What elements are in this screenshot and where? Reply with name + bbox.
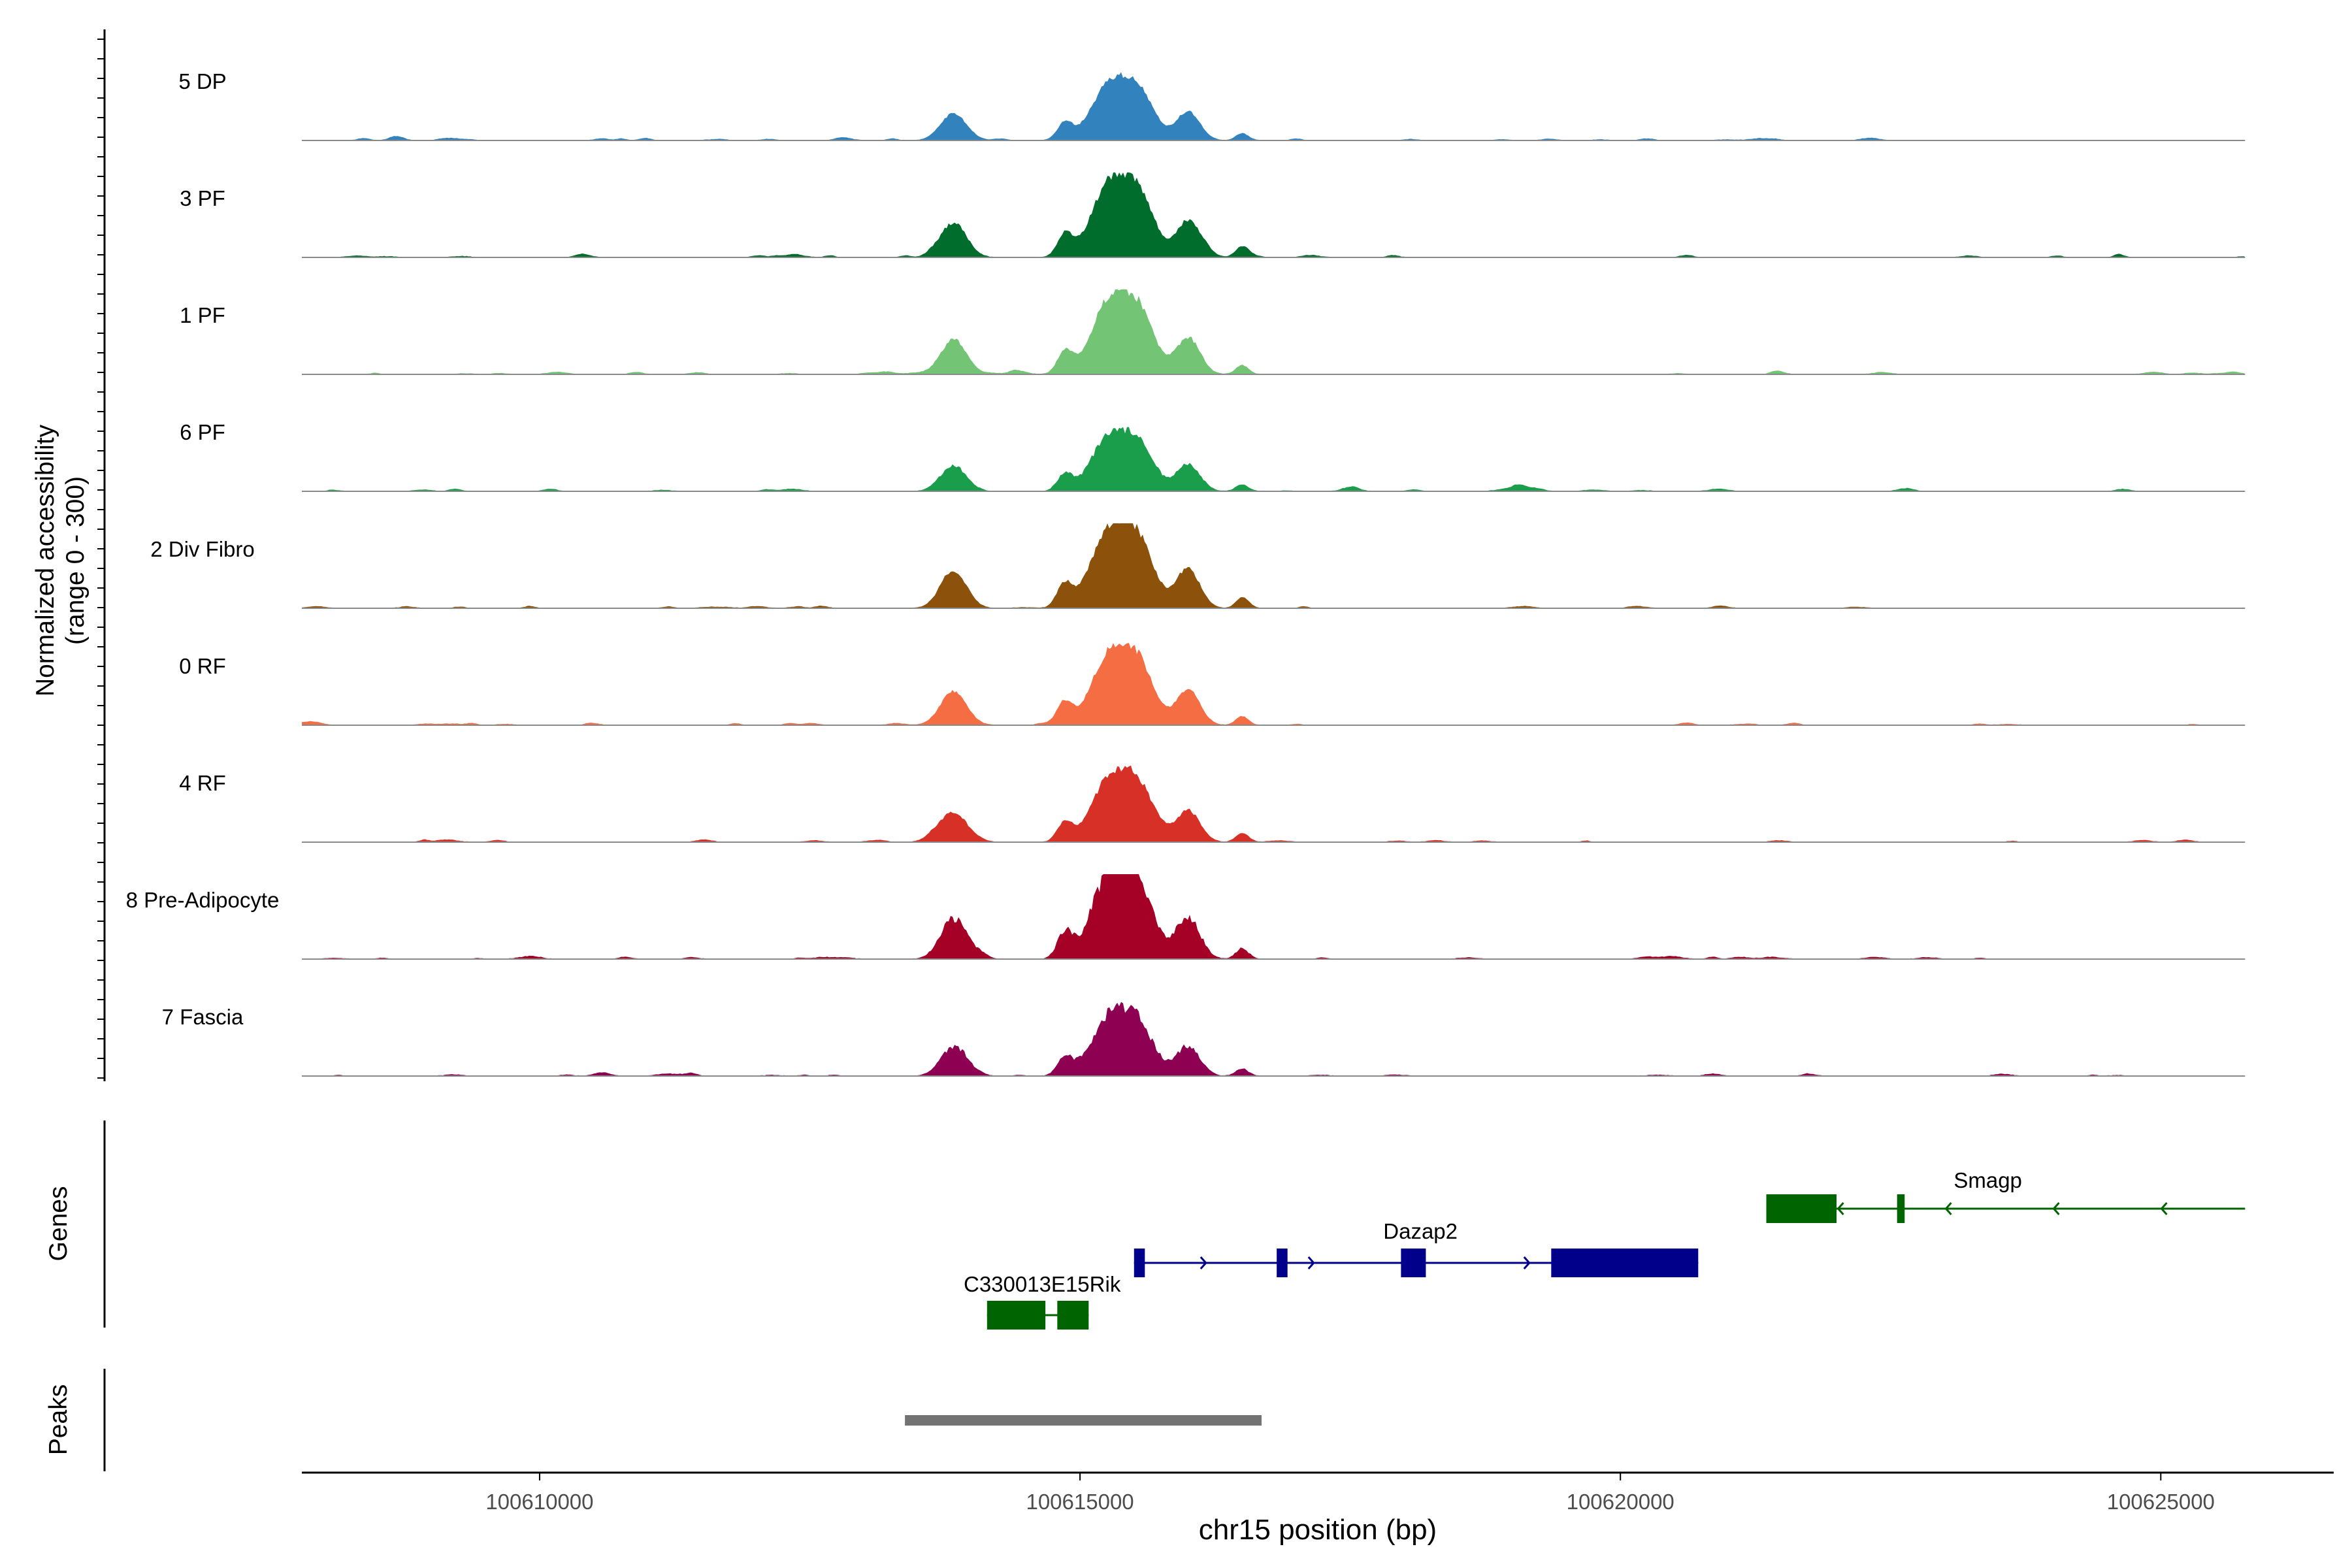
coverage-area: [302, 289, 2246, 374]
peak-region-bar: [905, 1415, 1262, 1426]
exon-block: [1134, 1249, 1145, 1277]
coverage-area: [302, 72, 2246, 140]
exon-block: [987, 1301, 1046, 1330]
track-label: 4 RF: [179, 771, 226, 795]
track-label: 3 PF: [180, 186, 225, 210]
track-label: 1 PF: [180, 303, 225, 327]
strand-arrow: [2052, 1202, 2060, 1215]
strand-arrow: [1200, 1256, 1207, 1269]
coverage-area: [302, 172, 2246, 257]
x-tick-label: 100615000: [1026, 1490, 1134, 1514]
genes-panel-label: Genes: [44, 1186, 73, 1262]
coverage-area: [302, 643, 2246, 725]
coverage-y-ticks: [97, 39, 105, 1079]
exon-block: [1551, 1249, 1699, 1277]
strand-arrow: [2160, 1202, 2168, 1215]
y-axis-range-label: (range 0 - 300): [61, 476, 90, 645]
gene-annotations: Smagp Dazap2 C330013E15Rik: [964, 1168, 2246, 1330]
coverage-tracks: 5 DP 3 PF 1 PF 6 PF 2 Div Fibro 0 RF 4 RF 8 Pre…: [126, 69, 2246, 1077]
exon-block: [1401, 1249, 1426, 1277]
x-tick-label: 100620000: [1567, 1490, 1674, 1514]
exon-block: [1766, 1194, 1837, 1223]
gene-label: Dazap2: [1383, 1219, 1458, 1243]
strand-arrow: [1944, 1202, 1952, 1215]
track-label: 7 Fascia: [162, 1005, 244, 1029]
gene-label: C330013E15Rik: [964, 1272, 1121, 1296]
track-label: 6 PF: [180, 420, 225, 444]
x-axis-label: chr15 position (bp): [1199, 1514, 1437, 1546]
y-axis-label: Normalized accessibility: [31, 424, 59, 696]
peak-regions: [905, 1415, 1262, 1426]
x-tick-label: 100625000: [2107, 1490, 2215, 1514]
x-tick-label: 100610000: [485, 1490, 593, 1514]
exon-block: [1277, 1249, 1288, 1277]
track-label: 5 DP: [178, 69, 226, 93]
track-label: 2 Div Fibro: [150, 537, 255, 561]
strand-arrow: [1307, 1256, 1315, 1269]
strand-arrow: [1837, 1202, 1844, 1215]
coverage-area: [302, 1002, 2246, 1076]
coverage-area: [302, 523, 2246, 608]
gene-label: Smagp: [1953, 1168, 2022, 1192]
exon-block: [1057, 1301, 1089, 1330]
peaks-panel-label: Peaks: [44, 1384, 73, 1455]
track-label: 8 Pre-Adipocyte: [126, 888, 280, 912]
exon-block: [1897, 1194, 1905, 1223]
coverage-area: [302, 874, 2246, 959]
coverage-area: [302, 765, 2246, 842]
x-axis-ticks: 100610000 100615000 100620000 100625000: [485, 1473, 2215, 1514]
track-label: 0 RF: [179, 654, 226, 678]
coverage-area: [302, 427, 2246, 491]
strand-arrow: [1523, 1256, 1531, 1269]
